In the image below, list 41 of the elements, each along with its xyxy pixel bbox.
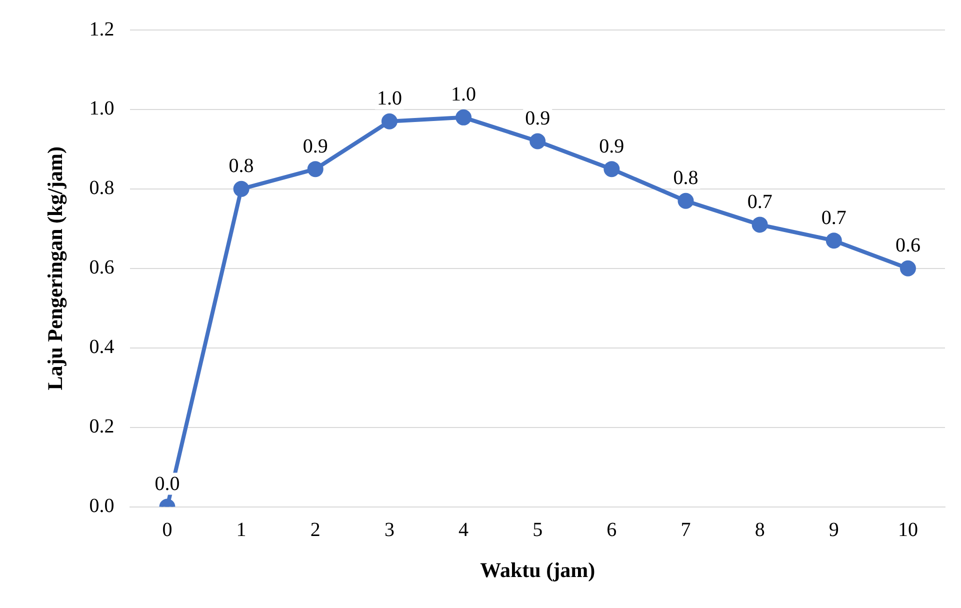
y-axis-title: Laju Pengeringan (kg/jam) bbox=[43, 146, 68, 390]
data-label: 0.0 bbox=[154, 473, 180, 496]
y-tick-label: 1.0 bbox=[89, 98, 114, 120]
x-tick-label: 9 bbox=[828, 519, 839, 542]
y-tick-label: 0.6 bbox=[89, 256, 114, 279]
y-tick-label: 0.0 bbox=[89, 495, 114, 518]
x-tick-label: 3 bbox=[384, 519, 394, 542]
x-axis-title: Waktu (jam) bbox=[480, 558, 596, 582]
data-label: 0.7 bbox=[821, 206, 846, 229]
point bbox=[456, 109, 472, 126]
data-label: 0.9 bbox=[302, 135, 328, 158]
point bbox=[530, 133, 546, 150]
point bbox=[604, 161, 620, 178]
data-label: 0.7 bbox=[747, 190, 772, 213]
point bbox=[678, 192, 694, 209]
data-label: 0.6 bbox=[895, 234, 920, 257]
data-label: 0.9 bbox=[525, 108, 550, 130]
x-tick-label: 7 bbox=[680, 519, 691, 542]
point bbox=[233, 180, 250, 197]
x-tick-label: 4 bbox=[458, 519, 469, 542]
point bbox=[307, 161, 324, 178]
y-tick-label: 1.2 bbox=[89, 18, 114, 40]
x-tick-label: 2 bbox=[310, 519, 320, 542]
data-label: 0.8 bbox=[673, 167, 698, 190]
point bbox=[752, 216, 768, 233]
point bbox=[381, 113, 398, 130]
data-label: 1.0 bbox=[451, 84, 476, 106]
point bbox=[826, 232, 842, 249]
x-tick-label: 5 bbox=[532, 519, 543, 542]
point bbox=[900, 260, 916, 276]
x-tick-label: 1 bbox=[236, 519, 246, 542]
x-tick-label: 0 bbox=[162, 519, 172, 542]
x-tick-label: 8 bbox=[754, 519, 765, 542]
y-tick-label: 0.4 bbox=[89, 336, 114, 358]
data-label: 1.0 bbox=[376, 88, 402, 110]
data-label: 0.9 bbox=[599, 135, 624, 158]
x-tick-label: 10 bbox=[898, 519, 918, 542]
x-tick-label: 6 bbox=[606, 519, 617, 542]
y-tick-label: 0.8 bbox=[89, 177, 114, 200]
y-tick-label: 0.2 bbox=[89, 416, 114, 438]
data-label: 0.8 bbox=[228, 155, 254, 178]
